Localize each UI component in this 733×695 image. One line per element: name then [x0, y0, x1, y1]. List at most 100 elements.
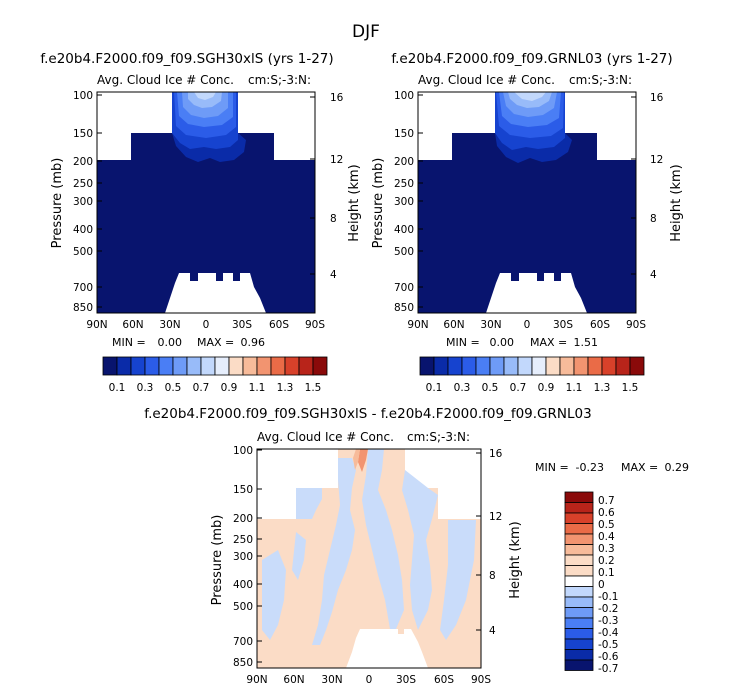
panel-3-colorbar-box-4 [564, 533, 594, 545]
panel-3-colorbar-box-2 [564, 512, 594, 524]
panel-1-min-value: 0.00 [158, 336, 183, 349]
panel-2-xtick-60s: 60S [590, 319, 610, 331]
panel-1-colorbar-box-2 [130, 356, 146, 376]
panel-3-colorbar-box-7 [564, 565, 594, 577]
panel-3-cbar-label-0: 0 [598, 579, 605, 591]
panel-2-colorbar-box-12 [587, 356, 603, 376]
panel-1-colorbar-box-14 [298, 356, 314, 376]
panel-3-colorbar-box-3 [564, 523, 594, 535]
panel-1-variable-label: Avg. Cloud Ice # Conc. [97, 73, 234, 87]
panel-1-ptick-300: 300 [73, 196, 93, 208]
panel-1-xtick-0: 0 [203, 319, 210, 331]
panel-3-colorbar-box-1 [564, 502, 594, 514]
panel-3-ptick-200: 200 [233, 513, 253, 525]
panel-3-xtick-30n: 30N [321, 674, 342, 686]
panel-2-title: f.e20b4.F2000.f09_f09.GRNL03 (yrs 1-27) [391, 51, 672, 67]
panel-1-cbar-label-0.3: 0.3 [137, 382, 154, 394]
panel-3-cbar-label-neg0.3: -0.3 [598, 615, 619, 627]
panel-2-colorbar-box-8 [531, 356, 547, 376]
panel-1-colorbar-box-7 [200, 356, 216, 376]
panel-2-htick-4: 4 [650, 269, 657, 281]
panel-2-colorbar-box-6 [503, 356, 519, 376]
panel-3-htick-16: 16 [489, 448, 503, 460]
panel-2-cbar-label-1.1: 1.1 [566, 382, 583, 394]
panel-2-ptick-100: 100 [394, 90, 414, 102]
panel-3-xtick-60s: 60S [434, 674, 454, 686]
panel-3-colorbar [564, 491, 594, 671]
panel-3-ptick-100: 100 [233, 445, 253, 457]
panel-3-frame [256, 448, 482, 669]
panel-2-ptick-850: 850 [394, 302, 414, 314]
panel-1-cbar-label-1.1: 1.1 [249, 382, 266, 394]
panel-1-min-label: MIN = [112, 336, 146, 349]
panel-1-colorbar-box-4 [158, 356, 174, 376]
panel-1-colorbar-box-15 [312, 356, 328, 376]
panel-3-htick-8: 8 [489, 570, 496, 582]
panel-1-cbar-label-1.3: 1.3 [277, 382, 294, 394]
panel-1-max-value: 0.96 [241, 336, 266, 349]
panel-3-colorbar-labels: 0.7 0.6 0.5 0.4 0.3 0.2 0.1 0 -0.1 -0.2 … [598, 495, 619, 675]
season-title: DJF [352, 22, 380, 42]
panel-2-max-label: MAX = [530, 336, 567, 349]
panel-3-cbar-label-0.5: 0.5 [598, 519, 615, 531]
panel-3-colorbar-box-9 [564, 586, 594, 598]
panel-1-xtick-90n: 90N [86, 319, 107, 331]
panel-2-htick-12: 12 [650, 154, 663, 166]
panel-2-colorbar-box-5 [489, 356, 505, 376]
panel-1-xtick-30s: 30S [232, 319, 252, 331]
panel-2-field [418, 92, 636, 313]
panel-2-plot [417, 91, 637, 314]
panel-2-ptick-150: 150 [394, 128, 414, 140]
panel-3-y2label: Height (km) [508, 521, 523, 598]
panel-3-height-axis: 16 12 8 4 [476, 448, 503, 637]
panel-3-colorbar-box-11 [564, 607, 594, 619]
panel-1-cbar-label-0.9: 0.9 [221, 382, 238, 394]
panel-3-htick-12: 12 [489, 511, 502, 523]
panel-1-htick-8: 8 [330, 213, 337, 225]
panel-3-colorbar-box-8 [564, 575, 594, 587]
panel-1-colorbar-box-3 [144, 356, 160, 376]
panel-2-min-value: 0.00 [490, 336, 515, 349]
panel-2-variable-label: Avg. Cloud Ice # Conc. [418, 73, 555, 87]
panel-2-cbar-label-1.5: 1.5 [622, 382, 639, 394]
panel-1-max-label: MAX = [197, 336, 234, 349]
panel-3-cbar-label-neg0.6: -0.6 [598, 651, 619, 663]
panel-2-cbar-label-0.7: 0.7 [510, 382, 527, 394]
panel-2-ptick-300: 300 [394, 196, 414, 208]
panel-2-colorbar-box-13 [601, 356, 617, 376]
panel-2-xtick-30s: 30S [553, 319, 573, 331]
panel-3-title: f.e20b4.F2000.f09_f09.SGH30xlS - f.e20b4… [144, 406, 591, 422]
panel-3-colorbar-box-16 [564, 659, 594, 671]
panel-1-colorbar [102, 356, 328, 376]
panel-3-cbar-label-neg0.4: -0.4 [598, 627, 619, 639]
panel-2-colorbar-box-7 [517, 356, 533, 376]
panel-3-variable-label: Avg. Cloud Ice # Conc. [257, 430, 394, 444]
panel-1-cbar-label-1.5: 1.5 [305, 382, 322, 394]
panel-3-neg-patch-6 [440, 520, 476, 640]
panel-1-xtick-30n: 30N [159, 319, 180, 331]
panel-1-colorbar-box-0 [102, 356, 118, 376]
panel-3-neg-patch-2 [312, 458, 356, 645]
panel-2-colorbar-box-1 [433, 356, 449, 376]
panel-3-colorbar-box-13 [564, 628, 594, 640]
panel-3-cbar-label-0.3: 0.3 [598, 543, 615, 555]
panel-2-ptick-250: 250 [394, 178, 414, 190]
panel-2-xtick-30n: 30N [480, 319, 501, 331]
panel-3-neg-patch-5 [262, 550, 286, 640]
panel-3-ptick-150: 150 [233, 484, 253, 496]
panel-3-ylabel: Pressure (mb) [210, 515, 225, 606]
panel-2-colorbar-box-15 [629, 356, 645, 376]
panel-2-shade-g [514, 92, 546, 101]
panel-1-ptick-250: 250 [73, 178, 93, 190]
panel-2-pressure-axis: 100 150 200 250 300 400 500 700 850 [394, 90, 423, 314]
panel-2-colorbar-labels: 0.1 0.3 0.5 0.7 0.9 1.1 1.3 1.5 [426, 382, 639, 394]
panel-2-ptick-400: 400 [394, 224, 414, 236]
panel-3-min-value: -0.23 [576, 461, 604, 474]
panel-3-xtick-90n: 90N [246, 674, 267, 686]
panel-1-colorbar-labels: 0.1 0.3 0.5 0.7 0.9 1.1 1.3 1.5 [109, 382, 322, 394]
panel-3-colorbar-box-5 [564, 544, 594, 556]
panel-3-pressure-axis: 100 150 200 250 300 400 500 700 850 [233, 445, 262, 669]
panel-2-ylabel: Pressure (mb) [371, 158, 386, 249]
panel-1-height-axis: 16 12 8 4 [310, 92, 344, 281]
